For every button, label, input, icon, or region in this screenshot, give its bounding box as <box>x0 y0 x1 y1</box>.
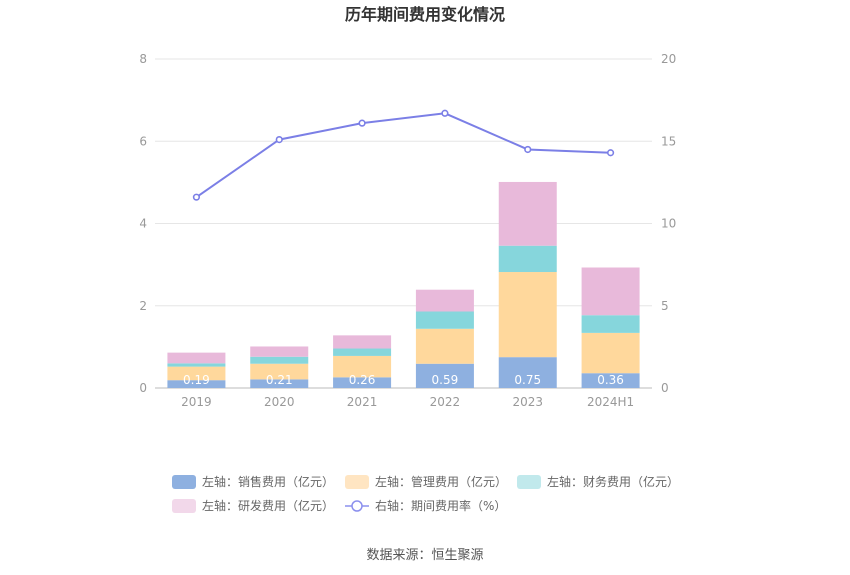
x-tick-label: 2024H1 <box>587 395 634 409</box>
legend-swatch <box>172 499 196 513</box>
legend-item[interactable]: 左轴：销售费用（亿元） <box>172 474 334 489</box>
chart-title: 历年期间费用变化情况 <box>345 5 505 24</box>
bar-segment <box>333 348 392 356</box>
bar-segment <box>581 267 640 316</box>
legend-swatch <box>345 475 369 489</box>
bar-segment <box>333 335 392 349</box>
legend[interactable]: 左轴：销售费用（亿元） 左轴：管理费用（亿元） 左轴：财务费用（亿元） 左轴：研发费用… <box>172 474 679 513</box>
legend-item[interactable]: 左轴：财务费用（亿元） <box>517 474 679 489</box>
legend-label: 左轴：研发费用（亿元） <box>202 498 334 513</box>
bar-segment <box>250 346 309 357</box>
bar-segment <box>167 352 226 364</box>
data-label: 0.75 <box>514 373 541 387</box>
legend-item[interactable]: 左轴：管理费用（亿元） <box>345 474 507 489</box>
left-axis: 0 2 4 6 8 <box>139 52 147 395</box>
x-tick-label: 2023 <box>512 395 543 409</box>
right-tick-label: 0 <box>661 381 669 395</box>
legend-label: 左轴：财务费用（亿元） <box>547 474 679 489</box>
bar-segment <box>333 377 392 388</box>
source-note: 数据来源：恒生聚源 <box>366 548 483 563</box>
x-tick-label: 2022 <box>430 395 461 409</box>
left-tick-label: 8 <box>139 52 147 66</box>
x-tick-label: 2019 <box>181 395 212 409</box>
data-label: 0.26 <box>349 373 376 387</box>
bar-segment <box>415 363 474 388</box>
legend-item[interactable]: 右轴：期间费用率（%） <box>345 498 506 513</box>
bar-segment <box>498 245 557 273</box>
bar-segment <box>250 363 309 380</box>
legend-swatch <box>517 475 541 489</box>
left-tick-label: 2 <box>139 299 147 313</box>
legend-marker <box>351 500 363 512</box>
bar-segment <box>415 311 474 329</box>
right-tick-label: 15 <box>661 134 676 148</box>
left-tick-label: 0 <box>139 381 147 395</box>
legend-item[interactable]: 左轴：研发费用（亿元） <box>172 498 334 513</box>
grid <box>155 58 652 389</box>
bar-segment <box>250 379 309 388</box>
x-tick-label: 2021 <box>347 395 378 409</box>
bar-segment <box>167 366 226 381</box>
data-label: 0.59 <box>432 373 459 387</box>
legend-swatch <box>172 475 196 489</box>
data-label: 0.36 <box>597 373 624 387</box>
left-tick-label: 6 <box>139 134 147 148</box>
bar-segment <box>498 181 557 246</box>
bar-segment <box>250 356 309 364</box>
bar-segment <box>581 332 640 374</box>
bar-labels: 0.19 0.21 0.26 0.59 0.75 0.36 <box>183 373 624 387</box>
rate-line-path <box>195 112 611 199</box>
legend-label: 左轴：管理费用（亿元） <box>375 474 507 489</box>
right-axis: 0 5 10 15 20 <box>661 52 676 395</box>
rate-line <box>192 109 615 201</box>
rate-point <box>606 149 615 157</box>
rate-point <box>192 193 201 201</box>
bar-segment <box>498 357 557 388</box>
bar-segment <box>167 363 226 367</box>
bars <box>167 181 640 388</box>
x-axis: 2019 2020 2021 2022 2023 2024H1 <box>181 395 634 409</box>
right-tick-label: 5 <box>661 299 669 313</box>
legend-label: 左轴：销售费用（亿元） <box>202 474 334 489</box>
bar-segment <box>333 355 392 378</box>
bar-segment <box>415 328 474 364</box>
bar-segment <box>581 373 640 388</box>
left-tick-label: 4 <box>139 217 147 231</box>
rate-point <box>275 136 283 144</box>
rate-point <box>524 145 532 154</box>
data-label: 0.21 <box>266 373 293 387</box>
data-label: 0.19 <box>183 373 210 387</box>
bar-segment <box>498 272 557 358</box>
right-tick-label: 20 <box>661 52 676 66</box>
legend-label: 右轴：期间费用率（%） <box>375 498 506 513</box>
right-tick-label: 10 <box>661 217 676 231</box>
rate-point <box>358 119 366 127</box>
bar-segment <box>415 289 474 312</box>
bar-segment <box>167 380 226 388</box>
bar-segment <box>581 315 640 333</box>
rate-point <box>441 109 449 117</box>
x-tick-label: 2020 <box>264 395 295 409</box>
